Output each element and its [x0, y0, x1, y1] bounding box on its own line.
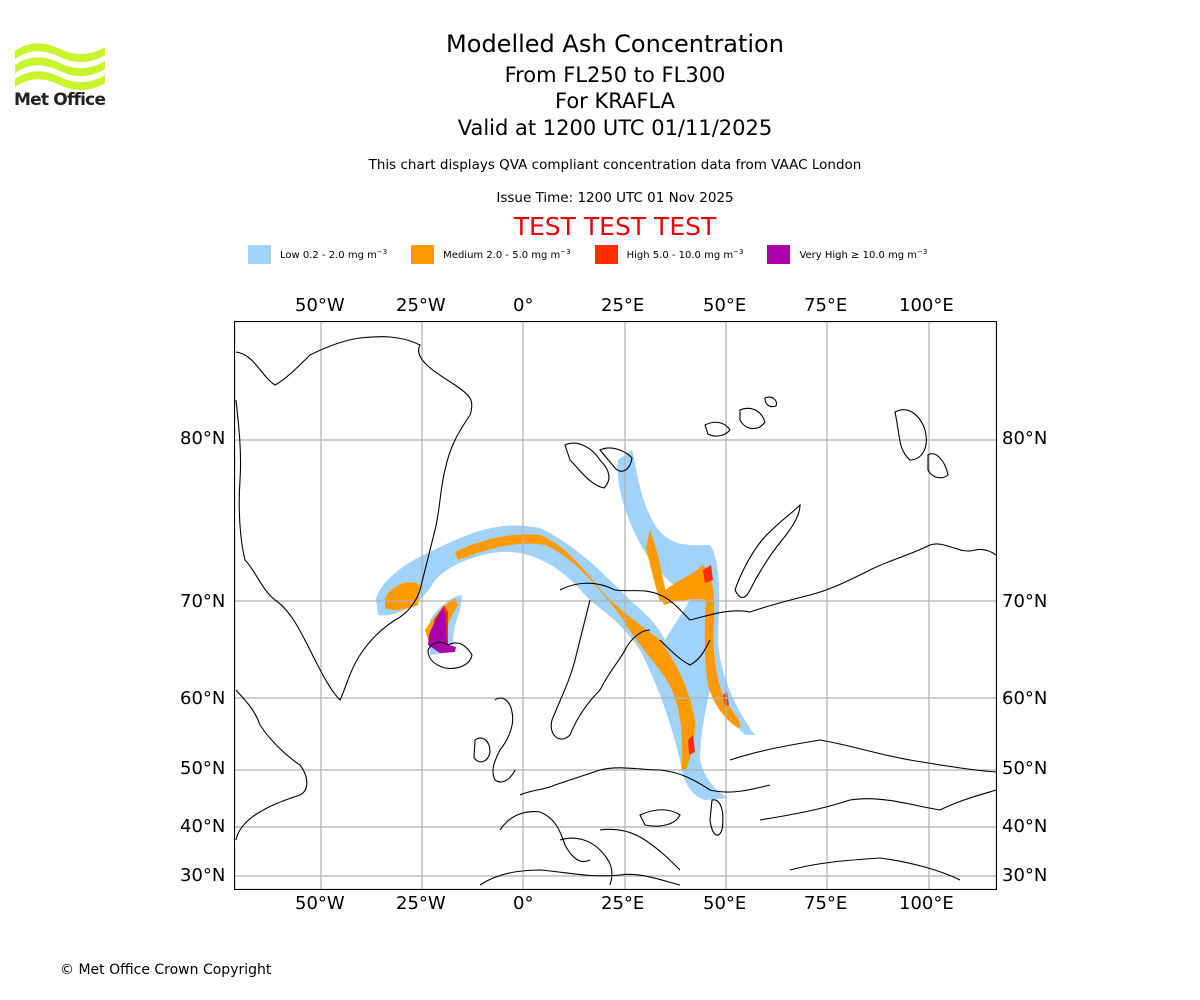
chart-description: This chart displays QVA compliant concen…: [368, 157, 862, 173]
map-frame: [234, 321, 997, 890]
concentration-legend: Low 0.2 - 2.0 mg m−3 Medium 2.0 - 5.0 mg…: [248, 244, 951, 264]
lat-label-right: 50°N: [1002, 758, 1048, 779]
lon-label-bottom: 50°E: [703, 893, 747, 914]
legend-label-very-high: Very High ≥ 10.0 mg m: [799, 249, 918, 261]
lat-label-left: 70°N: [180, 591, 226, 612]
lon-label-top: 100°E: [899, 295, 954, 316]
lat-label-right: 60°N: [1002, 688, 1048, 709]
legend-label-medium: Medium 2.0 - 5.0 mg m: [443, 249, 561, 261]
ash-concentration-map[interactable]: [234, 321, 997, 890]
lon-label-top: 25°E: [601, 295, 645, 316]
lat-label-left: 80°N: [180, 428, 226, 449]
legend-swatch-very-high: [767, 244, 791, 264]
legend-swatch-low: [248, 244, 271, 264]
lat-label-left: 60°N: [180, 688, 226, 709]
lon-label-bottom: 25°E: [601, 893, 645, 914]
chart-title: Modelled Ash Concentration: [446, 30, 784, 58]
lat-label-left: 50°N: [180, 758, 226, 779]
issue-time: Issue Time: 1200 UTC 01 Nov 2025: [496, 190, 734, 206]
lon-label-top: 0°: [513, 295, 534, 316]
met-office-logo-text: Met Office: [14, 90, 106, 110]
flight-level-range: From FL250 to FL300: [504, 63, 726, 87]
lon-label-bottom: 0°: [513, 893, 534, 914]
lat-label-right: 30°N: [1002, 865, 1048, 886]
copyright-notice: © Met Office Crown Copyright: [60, 962, 272, 978]
legend-item-medium: Medium 2.0 - 5.0 mg m−3: [411, 244, 571, 264]
lat-label-right: 70°N: [1002, 591, 1048, 612]
lon-label-bottom: 100°E: [899, 893, 954, 914]
lon-label-top: 75°E: [804, 295, 848, 316]
lat-label-left: 40°N: [180, 816, 226, 837]
legend-swatch-medium: [411, 244, 435, 264]
lat-label-right: 80°N: [1002, 428, 1048, 449]
met-office-logo-icon: [15, 43, 105, 91]
legend-item-low: Low 0.2 - 2.0 mg m−3: [248, 244, 387, 264]
lon-label-top: 25°W: [396, 295, 446, 316]
lon-label-bottom: 75°E: [804, 893, 848, 914]
lon-label-top: 50°E: [703, 295, 747, 316]
volcano-name: For KRAFLA: [555, 89, 675, 113]
map-graticule: [234, 321, 996, 889]
lat-label-left: 30°N: [180, 865, 226, 886]
ash-very-high-layer: [428, 608, 456, 653]
lat-label-right: 40°N: [1002, 816, 1048, 837]
lon-label-bottom: 50°W: [295, 893, 345, 914]
legend-item-high: High 5.0 - 10.0 mg m−3: [594, 244, 743, 264]
coastlines: [235, 336, 996, 886]
lon-label-bottom: 25°W: [396, 893, 446, 914]
legend-item-very-high: Very High ≥ 10.0 mg m−3: [767, 244, 927, 264]
legend-label-high: High 5.0 - 10.0 mg m: [626, 249, 734, 261]
legend-swatch-high: [594, 244, 618, 264]
legend-label-low: Low 0.2 - 2.0 mg m: [280, 249, 377, 261]
valid-time: Valid at 1200 UTC 01/11/2025: [457, 116, 773, 140]
test-banner: TEST TEST TEST: [513, 212, 717, 241]
lon-label-top: 50°W: [295, 295, 345, 316]
